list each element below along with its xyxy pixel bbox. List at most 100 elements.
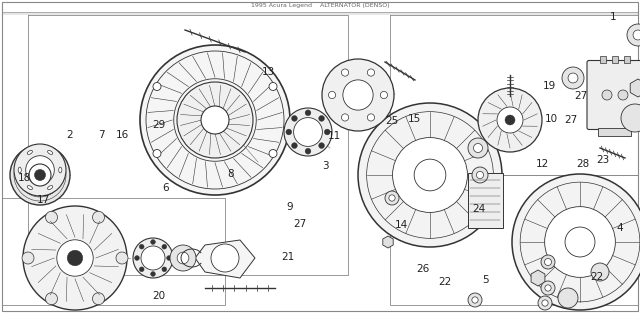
Circle shape xyxy=(497,107,523,133)
Circle shape xyxy=(512,174,640,310)
Bar xyxy=(468,173,503,228)
Circle shape xyxy=(269,83,277,90)
Circle shape xyxy=(478,88,542,152)
Circle shape xyxy=(177,252,189,264)
Circle shape xyxy=(562,67,584,89)
Circle shape xyxy=(35,170,45,181)
Circle shape xyxy=(57,240,93,276)
Circle shape xyxy=(367,114,374,121)
Text: 5: 5 xyxy=(482,275,488,285)
Polygon shape xyxy=(630,79,640,97)
Circle shape xyxy=(319,143,324,148)
Text: 17: 17 xyxy=(37,195,50,205)
Text: 27: 27 xyxy=(575,91,588,101)
Text: 3: 3 xyxy=(322,161,328,171)
Ellipse shape xyxy=(28,186,33,190)
Circle shape xyxy=(14,144,66,196)
Circle shape xyxy=(380,91,388,99)
Circle shape xyxy=(93,211,104,223)
Circle shape xyxy=(558,288,578,308)
Circle shape xyxy=(472,297,478,303)
Circle shape xyxy=(134,256,140,260)
Circle shape xyxy=(385,191,399,205)
Text: 21: 21 xyxy=(282,252,294,262)
Circle shape xyxy=(505,115,515,125)
Circle shape xyxy=(474,143,483,152)
Circle shape xyxy=(116,252,128,264)
Text: 11: 11 xyxy=(328,131,340,141)
Circle shape xyxy=(541,281,555,295)
Text: 22: 22 xyxy=(438,277,451,287)
Circle shape xyxy=(162,267,166,272)
Circle shape xyxy=(476,172,484,179)
Text: 8: 8 xyxy=(227,169,234,179)
Circle shape xyxy=(269,150,277,157)
Circle shape xyxy=(133,238,173,278)
Text: 27: 27 xyxy=(293,219,306,229)
Circle shape xyxy=(343,80,373,110)
Circle shape xyxy=(414,159,446,191)
Circle shape xyxy=(565,227,595,257)
Circle shape xyxy=(618,90,628,100)
Text: 4: 4 xyxy=(616,223,623,233)
Circle shape xyxy=(591,263,609,281)
Text: 29: 29 xyxy=(152,120,165,130)
Circle shape xyxy=(141,246,165,270)
Circle shape xyxy=(201,106,229,134)
Ellipse shape xyxy=(59,167,62,173)
Polygon shape xyxy=(531,270,545,286)
Circle shape xyxy=(324,129,330,135)
Text: 13: 13 xyxy=(262,67,275,77)
Circle shape xyxy=(45,211,58,223)
Circle shape xyxy=(621,104,640,132)
Circle shape xyxy=(284,108,332,156)
Bar xyxy=(612,55,618,63)
Bar xyxy=(600,55,606,63)
Circle shape xyxy=(166,256,172,260)
Text: 6: 6 xyxy=(162,183,168,193)
Circle shape xyxy=(305,148,311,154)
Ellipse shape xyxy=(18,167,21,173)
Circle shape xyxy=(153,150,161,157)
Circle shape xyxy=(342,114,349,121)
Circle shape xyxy=(292,143,298,148)
Circle shape xyxy=(29,164,51,186)
Circle shape xyxy=(389,195,395,201)
Circle shape xyxy=(150,239,156,244)
Circle shape xyxy=(541,255,555,269)
Circle shape xyxy=(367,69,374,76)
Circle shape xyxy=(177,82,253,158)
Circle shape xyxy=(10,145,70,205)
Circle shape xyxy=(602,90,612,100)
Circle shape xyxy=(45,293,58,305)
Text: 12: 12 xyxy=(536,159,549,169)
Circle shape xyxy=(545,207,616,277)
Circle shape xyxy=(162,244,166,249)
Circle shape xyxy=(211,244,239,272)
Text: 18: 18 xyxy=(18,173,31,183)
Ellipse shape xyxy=(28,151,33,154)
Circle shape xyxy=(140,244,144,249)
Circle shape xyxy=(322,59,394,131)
Text: 7: 7 xyxy=(98,130,104,140)
Circle shape xyxy=(342,69,349,76)
Circle shape xyxy=(538,296,552,310)
Circle shape xyxy=(627,24,640,46)
FancyBboxPatch shape xyxy=(587,60,640,130)
Text: 10: 10 xyxy=(545,114,558,124)
Text: 9: 9 xyxy=(287,202,293,212)
Ellipse shape xyxy=(47,151,52,154)
Circle shape xyxy=(328,91,336,99)
Text: 14: 14 xyxy=(396,220,408,230)
Circle shape xyxy=(542,300,548,306)
Text: 27: 27 xyxy=(564,115,577,125)
Circle shape xyxy=(305,110,311,116)
Circle shape xyxy=(26,156,54,184)
Circle shape xyxy=(294,118,323,146)
Circle shape xyxy=(23,206,127,310)
Text: 2: 2 xyxy=(66,130,72,140)
Text: 20: 20 xyxy=(152,291,165,301)
Circle shape xyxy=(140,267,144,272)
Polygon shape xyxy=(383,236,393,248)
Circle shape xyxy=(292,115,298,121)
